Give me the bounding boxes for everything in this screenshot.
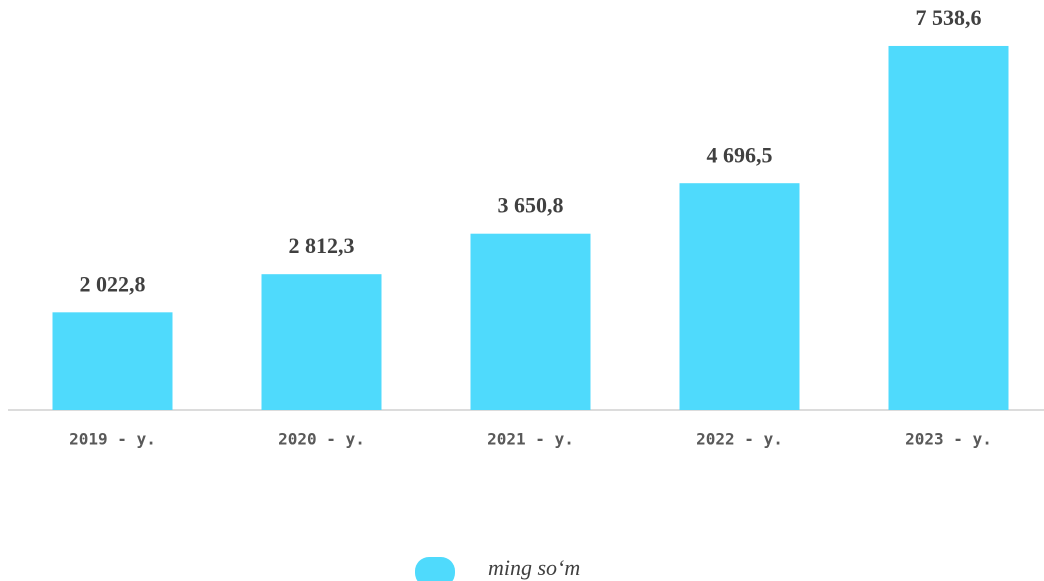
bar [888, 45, 1009, 411]
x-tick-label: 2019 - y. [69, 430, 156, 449]
bar [52, 312, 173, 410]
bar [470, 233, 591, 410]
value-label: 3 650,8 [498, 193, 564, 218]
x-tick-label: 2021 - y. [487, 430, 574, 449]
legend-label: ming so‘m [488, 555, 580, 580]
value-label: 2 812,3 [289, 233, 355, 258]
x-tick-label: 2020 - y. [278, 430, 365, 449]
value-label: 4 696,5 [707, 142, 773, 167]
bar [261, 274, 382, 410]
legend-swatch [415, 557, 455, 581]
value-label: 2 022,8 [80, 271, 146, 296]
value-label: 7 538,6 [916, 5, 982, 30]
x-tick-label: 2023 - y. [905, 430, 992, 449]
x-tick-label: 2022 - y. [696, 430, 783, 449]
bar [679, 183, 800, 410]
